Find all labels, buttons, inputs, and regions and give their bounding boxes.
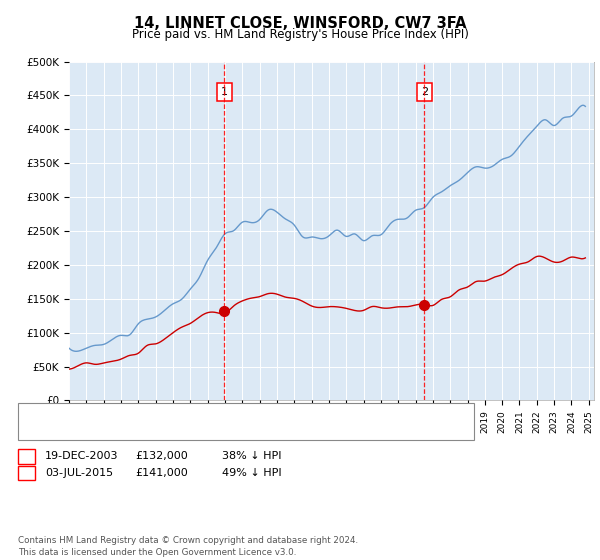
Text: 2: 2 [421, 87, 428, 97]
Text: HPI: Average price, detached house, Cheshire West and Chester: HPI: Average price, detached house, Ches… [66, 424, 401, 435]
Text: 2: 2 [23, 468, 30, 478]
Text: 38% ↓ HPI: 38% ↓ HPI [222, 451, 281, 461]
Text: £132,000: £132,000 [135, 451, 188, 461]
Text: 14, LINNET CLOSE, WINSFORD, CW7 3FA: 14, LINNET CLOSE, WINSFORD, CW7 3FA [134, 16, 466, 31]
Text: Price paid vs. HM Land Registry's House Price Index (HPI): Price paid vs. HM Land Registry's House … [131, 28, 469, 41]
Text: 19-DEC-2003: 19-DEC-2003 [45, 451, 119, 461]
Text: 03-JUL-2015: 03-JUL-2015 [45, 468, 113, 478]
Text: £141,000: £141,000 [135, 468, 188, 478]
Text: 14, LINNET CLOSE, WINSFORD, CW7 3FA (detached house): 14, LINNET CLOSE, WINSFORD, CW7 3FA (det… [66, 409, 371, 419]
Text: 49% ↓ HPI: 49% ↓ HPI [222, 468, 281, 478]
Text: 1: 1 [23, 451, 30, 461]
Text: 1: 1 [221, 87, 228, 97]
Text: Contains HM Land Registry data © Crown copyright and database right 2024.
This d: Contains HM Land Registry data © Crown c… [18, 536, 358, 557]
